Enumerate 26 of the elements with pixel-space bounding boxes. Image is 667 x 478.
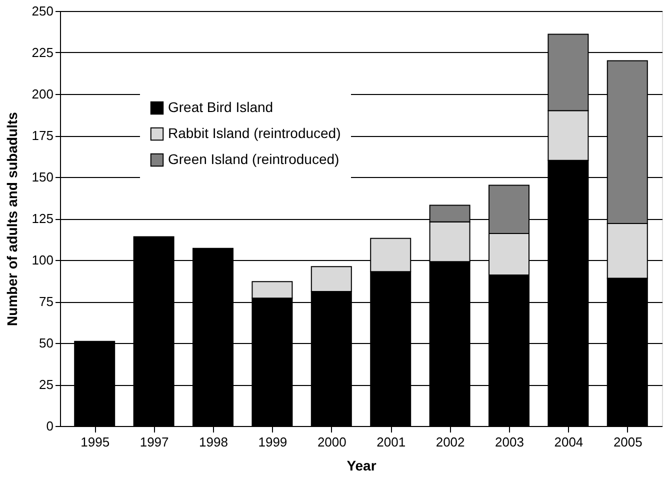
x-axis-title: Year xyxy=(346,458,377,474)
y-tick-label: 200 xyxy=(32,86,54,102)
x-tick-label: 2001 xyxy=(376,434,406,450)
x-tick-label: 2000 xyxy=(317,434,346,450)
y-tick-label: 75 xyxy=(39,294,54,309)
legend-label: Rabbit Island (reintroduced) xyxy=(168,125,341,141)
x-tick-label: 1997 xyxy=(140,434,169,450)
y-tick-label: 50 xyxy=(39,336,54,350)
y-axis-title: Number of adults and subadults xyxy=(4,112,20,326)
x-tick-label: 2004 xyxy=(554,434,584,450)
y-tick-label: 25 xyxy=(39,377,54,392)
x-tick-label: 1999 xyxy=(258,434,288,450)
legend-label: Great Bird Island xyxy=(168,99,274,115)
x-tick-label: 2003 xyxy=(495,434,524,450)
y-tick-label: 175 xyxy=(32,128,54,143)
legend-label: Green Island (reintroduced) xyxy=(168,151,340,167)
x-tick-label: 1998 xyxy=(199,434,228,450)
y-tick-label: 150 xyxy=(32,170,54,184)
y-tick-label: 125 xyxy=(32,211,54,226)
y-tick-label: 100 xyxy=(32,252,54,268)
y-tick-label: 225 xyxy=(32,45,54,60)
x-tick-label: 2005 xyxy=(613,434,642,450)
y-tick-label: 0 xyxy=(46,418,54,434)
x-tick-label: 1995 xyxy=(80,434,110,450)
y-tick-label: 250 xyxy=(32,4,54,18)
x-tick-label: 2002 xyxy=(436,434,465,450)
